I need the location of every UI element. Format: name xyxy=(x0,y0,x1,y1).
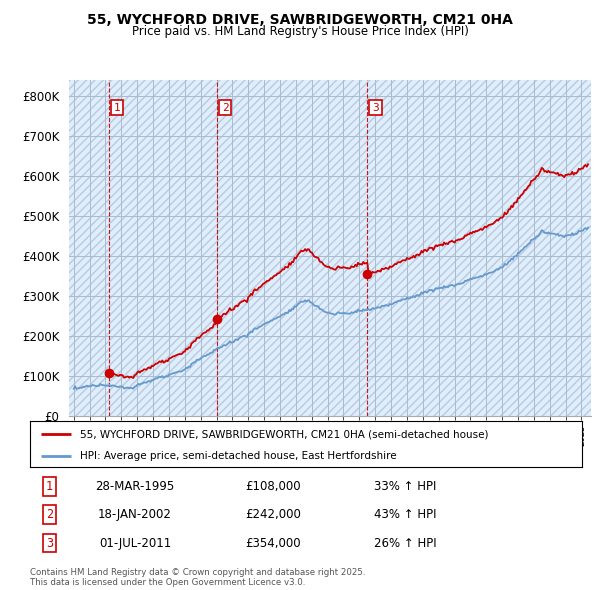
Text: 55, WYCHFORD DRIVE, SAWBRIDGEWORTH, CM21 0HA (semi-detached house): 55, WYCHFORD DRIVE, SAWBRIDGEWORTH, CM21… xyxy=(80,429,488,439)
Text: Price paid vs. HM Land Registry's House Price Index (HPI): Price paid vs. HM Land Registry's House … xyxy=(131,25,469,38)
Text: HPI: Average price, semi-detached house, East Hertfordshire: HPI: Average price, semi-detached house,… xyxy=(80,451,397,461)
Text: 01-JUL-2011: 01-JUL-2011 xyxy=(99,536,171,549)
Text: 18-JAN-2002: 18-JAN-2002 xyxy=(98,508,172,522)
Text: 2: 2 xyxy=(222,103,229,113)
Text: 28-MAR-1995: 28-MAR-1995 xyxy=(95,480,175,493)
Text: 33% ↑ HPI: 33% ↑ HPI xyxy=(374,480,437,493)
Text: £354,000: £354,000 xyxy=(245,536,301,549)
Text: 26% ↑ HPI: 26% ↑ HPI xyxy=(374,536,437,549)
Text: Contains HM Land Registry data © Crown copyright and database right 2025.
This d: Contains HM Land Registry data © Crown c… xyxy=(30,568,365,587)
Text: 3: 3 xyxy=(46,536,53,549)
Text: 2: 2 xyxy=(46,508,53,522)
Text: 1: 1 xyxy=(114,103,121,113)
Text: 43% ↑ HPI: 43% ↑ HPI xyxy=(374,508,437,522)
Text: £242,000: £242,000 xyxy=(245,508,301,522)
Text: 3: 3 xyxy=(372,103,379,113)
Text: 1: 1 xyxy=(46,480,53,493)
Text: 55, WYCHFORD DRIVE, SAWBRIDGEWORTH, CM21 0HA: 55, WYCHFORD DRIVE, SAWBRIDGEWORTH, CM21… xyxy=(87,13,513,27)
Text: £108,000: £108,000 xyxy=(245,480,301,493)
